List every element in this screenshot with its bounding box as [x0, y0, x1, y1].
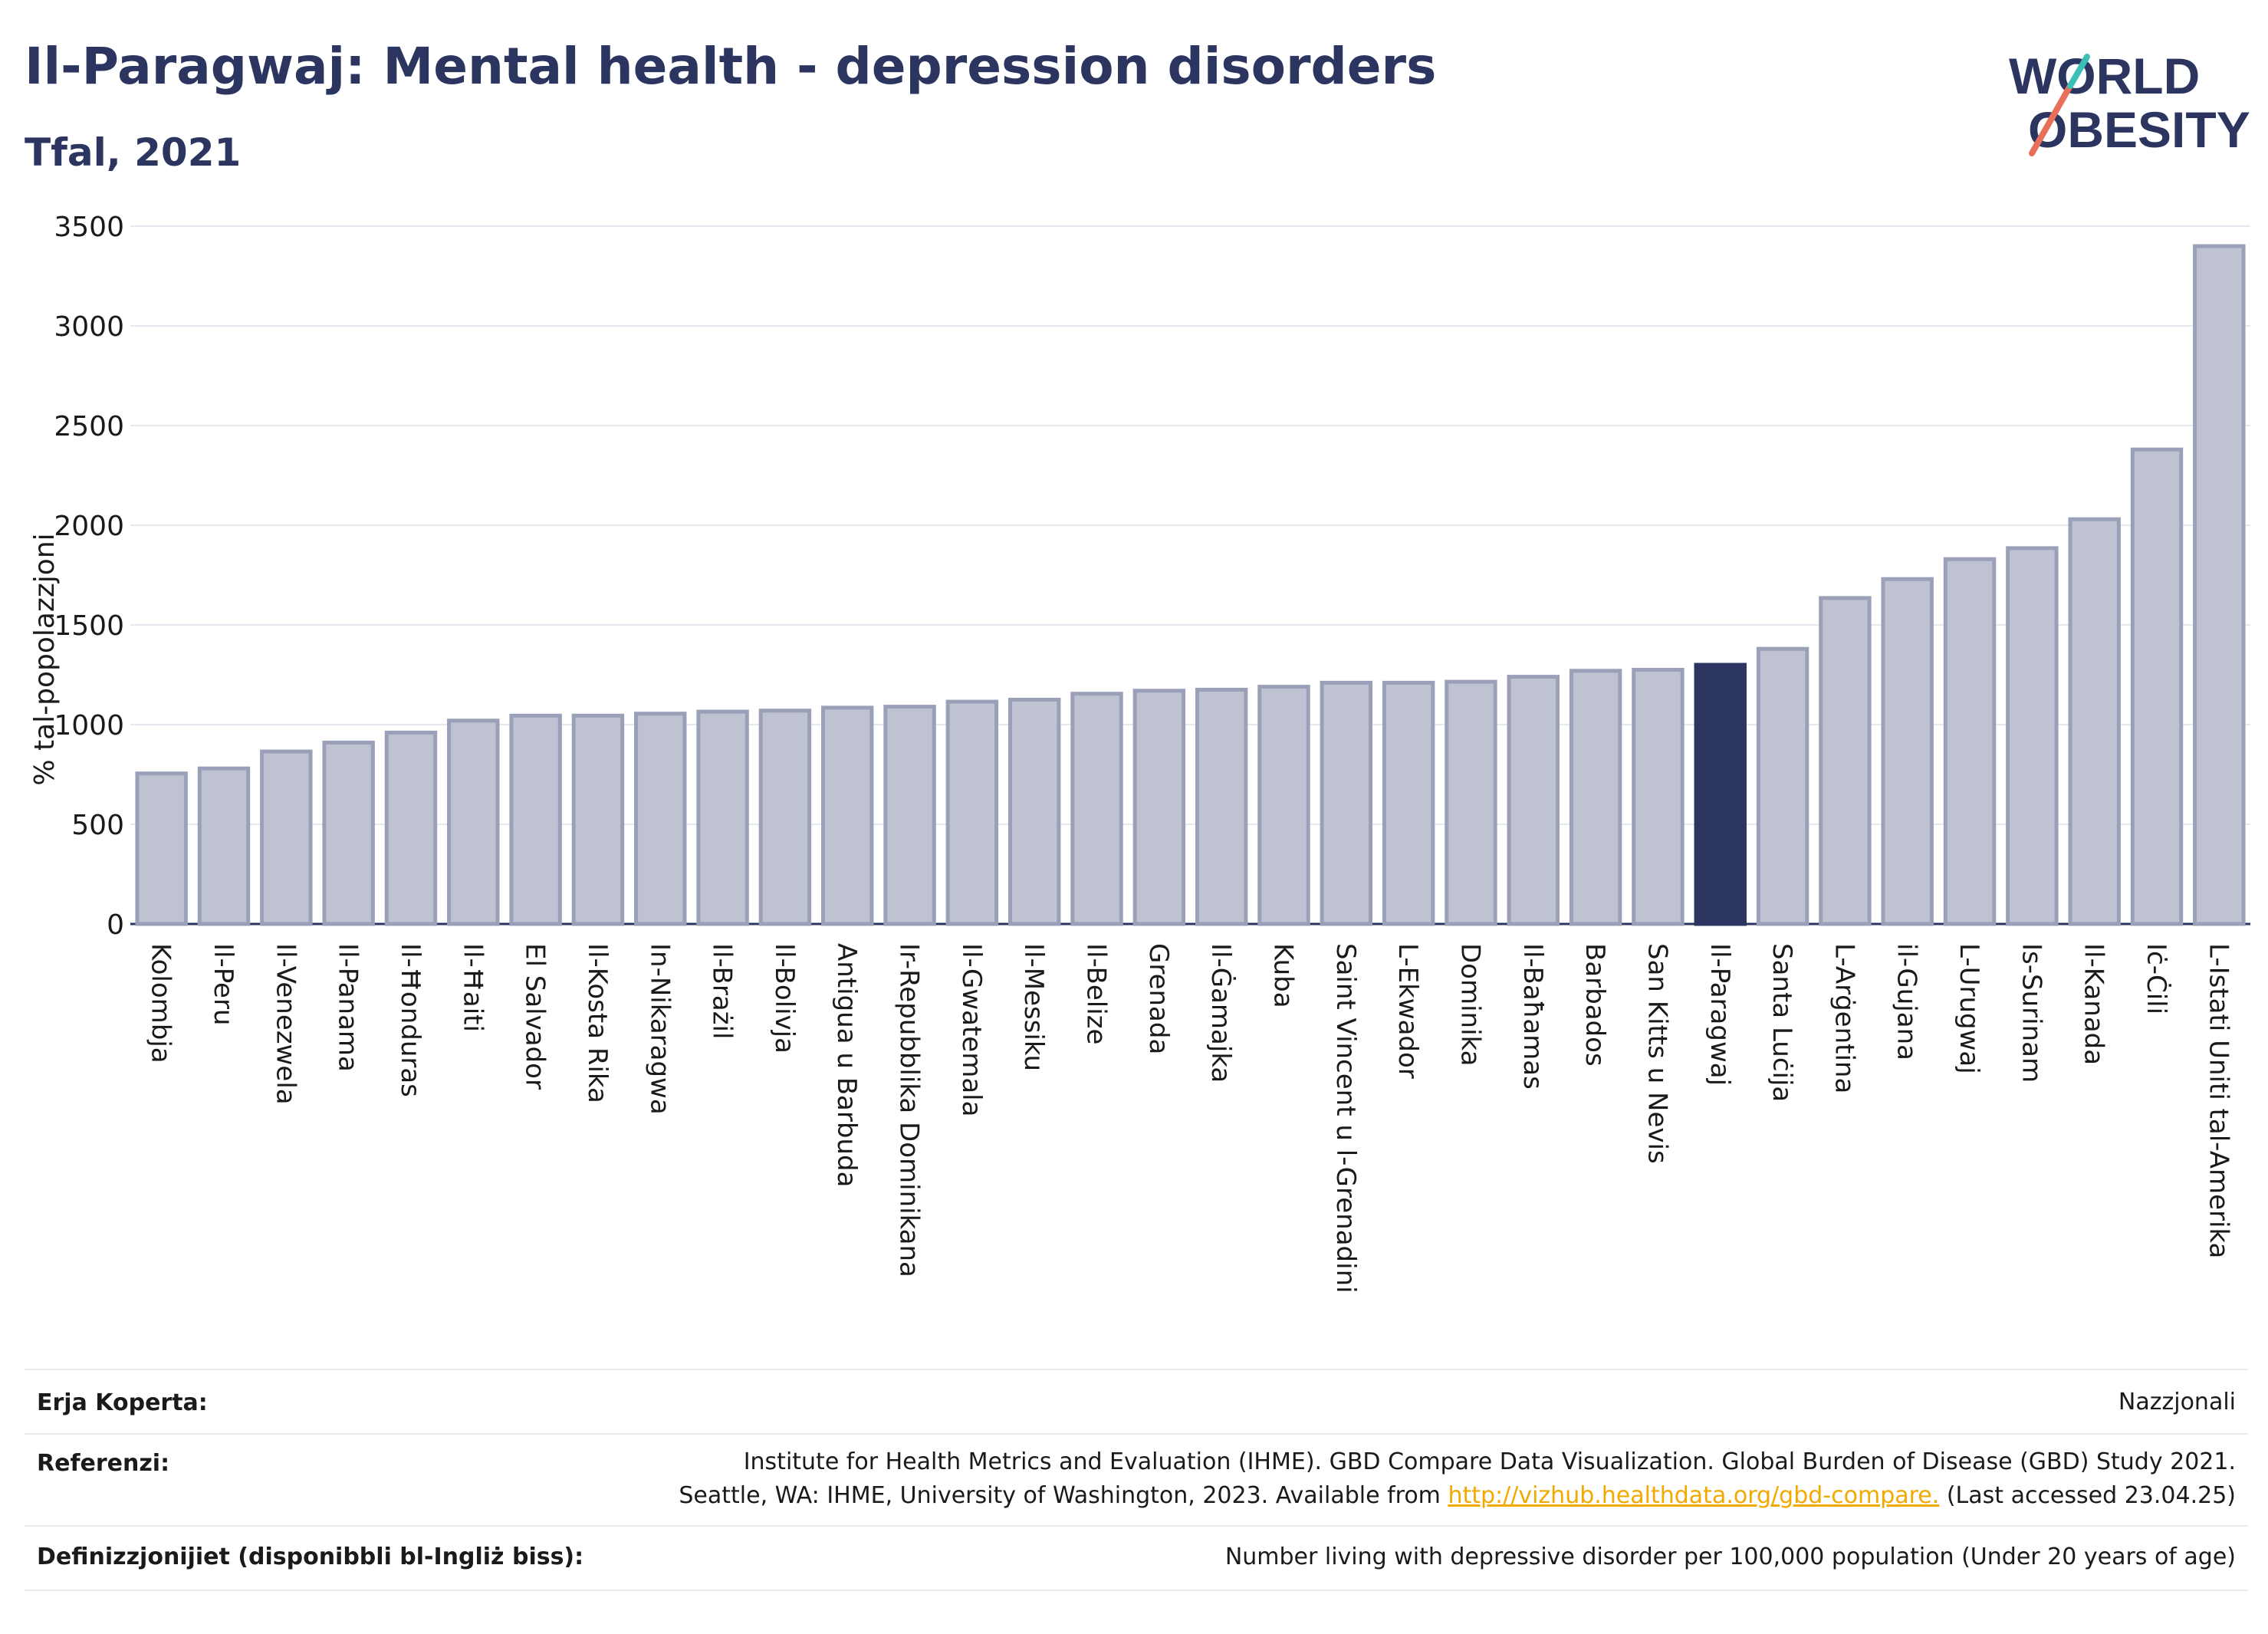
- x-tick-label: Il-Bolivja: [769, 943, 800, 1054]
- bar: [1132, 689, 1186, 926]
- bar: [1819, 596, 1872, 926]
- x-tick-label: Il-Messiku: [1018, 943, 1049, 1071]
- bar: [1507, 675, 1560, 926]
- bar: [2193, 244, 2246, 926]
- bar: [135, 771, 188, 926]
- bar-highlighted: [1694, 662, 1747, 926]
- coverage-label: Erja Koperta:: [37, 1389, 208, 1416]
- chart-title: Il-Paragwaj: Mental health - depression …: [25, 37, 1437, 96]
- bar: [260, 749, 313, 926]
- x-tick-label: Il-Ġamajka: [1205, 943, 1237, 1083]
- x-tick-label: In-Nikaragwa: [644, 943, 675, 1115]
- y-tick-label: 1000: [54, 710, 124, 741]
- bar: [1195, 688, 1248, 926]
- x-tick-label: L-Istati Uniti tal-Amerika: [2203, 943, 2233, 1258]
- bar: [821, 705, 874, 926]
- bar: [1382, 680, 1435, 926]
- x-tick-label: L-Arġentina: [1829, 943, 1859, 1093]
- bar: [1320, 680, 1373, 926]
- y-tick-label: 2500: [54, 411, 124, 442]
- bar: [1445, 679, 1497, 926]
- bar: [447, 718, 500, 926]
- bar: [197, 766, 251, 926]
- y-tick-label: 3000: [54, 311, 124, 343]
- bars-layer: [135, 244, 2246, 926]
- x-tick-label: Il-Peru: [208, 943, 238, 1025]
- x-tick-label: Il-Belize: [1081, 943, 1112, 1044]
- bar: [2130, 447, 2184, 926]
- x-tick-label: Il-Paragwaj: [1704, 943, 1735, 1086]
- bar: [945, 699, 999, 926]
- definitions-label: Definizzjonijiet (disponibbli bl-Ingliż …: [37, 1544, 584, 1570]
- bar: [1632, 668, 1685, 926]
- x-tick-label: Is-Surinam: [2016, 943, 2046, 1083]
- bar-chart: 0 500 1000 1500 2000 2500 3000 3500 Kolombja Il-P…: [29, 212, 2250, 1294]
- x-tick-label: Il-Venezwela: [270, 943, 301, 1105]
- y-axis-label: % tal-popolazzjoni: [29, 533, 61, 785]
- x-tick-label: Ir-Repubblika Dominikana: [894, 943, 925, 1277]
- bar: [1070, 692, 1123, 926]
- x-tick-label: Iċ-Ċili: [2141, 943, 2172, 1014]
- definitions-value: Number living with depressive disorder p…: [1224, 1544, 2236, 1570]
- logo-line2: OBESITY: [2028, 101, 2250, 158]
- bar: [1756, 646, 1809, 926]
- x-tick-label: Il-Gwatemala: [956, 943, 987, 1116]
- references-label: Referenzi:: [37, 1450, 170, 1477]
- y-tick-label: 3500: [54, 212, 124, 243]
- x-tick-label: Barbados: [1579, 943, 1610, 1067]
- coverage-value: Nazzjonali: [2118, 1389, 2236, 1415]
- x-tick-label: L-Ekwador: [1392, 943, 1423, 1079]
- x-tick-label: Santa Luċija: [1767, 943, 1797, 1102]
- logo-line1: WORLD: [2009, 48, 2200, 104]
- x-tick-label: San Kitts u Nevis: [1642, 943, 1672, 1164]
- x-tick-label: Il-Brażil: [707, 943, 738, 1039]
- x-tick-label: Saint Vincent u l-Grenadini: [1330, 943, 1361, 1294]
- bar: [1569, 669, 1622, 926]
- bar: [1943, 557, 1997, 926]
- bar: [758, 709, 812, 926]
- x-tick-label: L-Urugwaj: [1954, 943, 1984, 1074]
- bar: [1257, 685, 1310, 926]
- world-obesity-logo: WORLD OBESITY: [2009, 48, 2250, 158]
- x-tick-label: Il-Kosta Rika: [582, 943, 613, 1103]
- x-tick-label: Il-Kanada: [2079, 943, 2109, 1065]
- bar: [883, 705, 936, 926]
- y-tick-label: 2000: [54, 511, 124, 542]
- footer-coverage-row: Erja Koperta: Nazzjonali: [25, 1369, 2248, 1435]
- x-tick-label: Dominika: [1454, 943, 1485, 1066]
- bar: [2068, 517, 2121, 926]
- references-line1: Institute for Health Metrics and Evaluat…: [743, 1448, 2236, 1475]
- x-tick-label: Il-Baħamas: [1517, 943, 1548, 1090]
- bar: [509, 713, 562, 926]
- labels-layer: 0 500 1000 1500 2000 2500 3000 3500 Kolombja Il-P…: [54, 212, 2233, 1294]
- bar: [1881, 577, 1934, 926]
- x-tick-label: Antigua u Barbuda: [831, 943, 862, 1187]
- x-tick-label: Il-Panama: [333, 943, 363, 1072]
- references-value: Institute for Health Metrics and Evaluat…: [679, 1445, 2236, 1513]
- bar: [634, 712, 687, 926]
- bar: [384, 730, 438, 926]
- bar: [322, 740, 375, 926]
- x-tick-label: il-Gujana: [1892, 943, 1922, 1060]
- y-tick-label: 0: [107, 909, 124, 941]
- x-tick-label: Il-Ħonduras: [395, 943, 426, 1097]
- x-tick-label: Grenada: [1143, 943, 1174, 1054]
- y-tick-label: 1500: [54, 610, 124, 642]
- x-tick-label: El Salvador: [520, 943, 551, 1090]
- footer-references-row: Referenzi: Institute for Health Metrics …: [25, 1433, 2248, 1527]
- chart-subtitle: Tfal, 2021: [25, 130, 242, 175]
- bar: [2006, 546, 2059, 926]
- x-tick-label: Kuba: [1267, 943, 1298, 1008]
- x-tick-label: Il-Ħaiti: [457, 943, 488, 1032]
- bar: [696, 709, 749, 926]
- y-tick-label: 500: [71, 810, 124, 841]
- x-tick-label: Kolombja: [146, 943, 176, 1064]
- references-link[interactable]: http://vizhub.healthdata.org/gbd-compare…: [1448, 1482, 1940, 1509]
- bar: [1007, 698, 1061, 926]
- footer-definitions-row: Definizzjonijiet (disponibbli bl-Ingliż …: [25, 1525, 2248, 1591]
- references-line2: Seattle, WA: IHME, University of Washing…: [679, 1482, 2236, 1509]
- bar: [571, 713, 625, 926]
